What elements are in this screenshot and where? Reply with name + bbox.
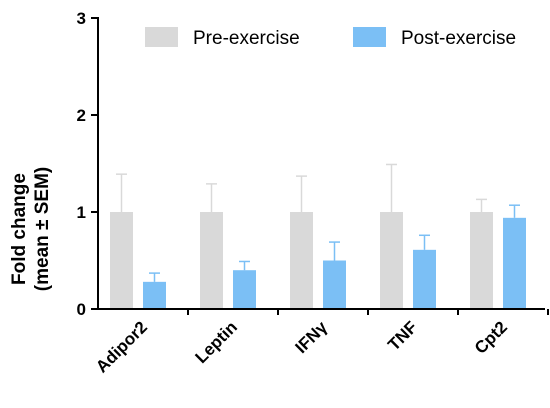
x-tick-label-1: Leptin [192,318,241,367]
x-tick-label-0: Adipor2 [92,318,151,377]
legend-swatch-0 [145,27,178,47]
x-tick-label-3: TNF [384,318,421,355]
y-axis-title-line-2: (mean ± SEM) [32,167,53,291]
y-tick-label-2: 2 [77,106,86,125]
y-tick-label-3: 3 [77,9,86,28]
legend-swatch-1 [353,27,386,47]
y-axis-title-line-1: Fold change [9,173,30,285]
y-axis-title: Fold change (mean ± SEM) [9,167,53,291]
x-tick-label-4: Cpt2 [471,318,511,358]
error-bars-layer [116,163,520,282]
y-ticks: 0 1 2 3 [77,9,98,319]
axes [97,17,549,315]
bar-post-exercise-1 [233,270,256,309]
bar-post-exercise-3 [413,249,436,309]
legend: Pre-exercise Post-exercise [145,27,516,49]
bar-post-exercise-2 [323,260,346,309]
bars-layer [110,212,526,309]
bar-pre-exercise-2 [290,212,313,309]
bar-post-exercise-4 [503,217,526,309]
bar-pre-exercise-0 [110,212,133,309]
bar-pre-exercise-4 [470,212,493,309]
x-tick-label-2: IFNγ [292,317,332,357]
bar-post-exercise-0 [143,281,166,309]
bar-pre-exercise-1 [200,212,223,309]
y-tick-label-0: 0 [77,300,86,319]
legend-label-1: Post-exercise [401,28,516,49]
x-tick-labels: Adipor2 Leptin IFNγ TNF Cpt2 [92,317,511,376]
y-tick-label-1: 1 [77,203,86,222]
bar-pre-exercise-3 [380,212,403,309]
legend-label-0: Pre-exercise [193,28,300,49]
